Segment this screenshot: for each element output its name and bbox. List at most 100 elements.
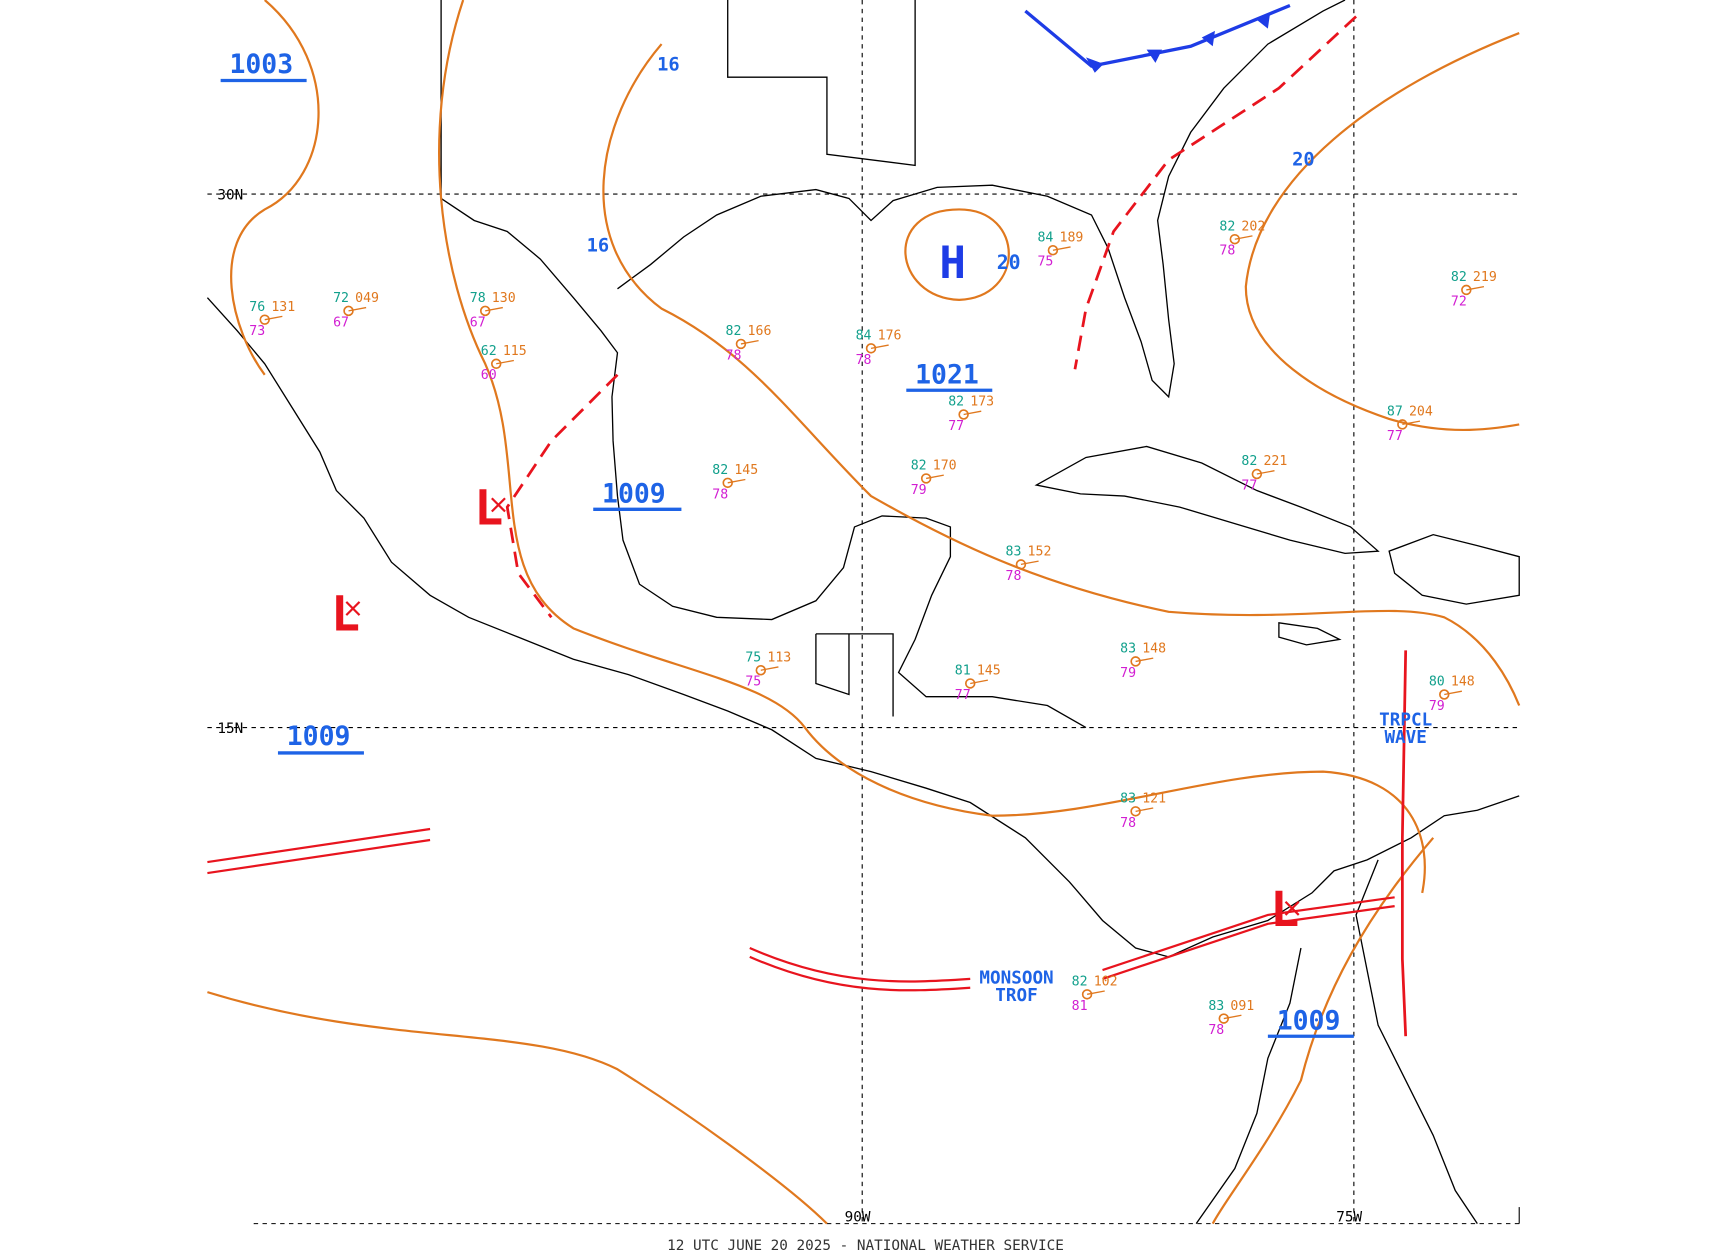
coastline: [206, 297, 1520, 958]
tropical-wave: [1400, 650, 1408, 1037]
station-dewpoint: 77: [1387, 429, 1403, 444]
station-dewpoint: 77: [955, 688, 971, 703]
coastline: [1278, 622, 1342, 646]
station-dewpoint: 79: [1429, 699, 1445, 714]
station-temperature: 75: [745, 650, 761, 665]
station-temperature: 82: [1451, 270, 1467, 285]
station-temperature: 82: [911, 459, 927, 474]
wind-barb: [485, 306, 503, 312]
station-pressure: 204: [1409, 405, 1433, 420]
station-pressure: 102: [1094, 975, 1118, 990]
station-symbol: [479, 305, 491, 317]
latitude-label: 30N: [217, 188, 243, 204]
pressure-value: 1021: [915, 360, 979, 391]
pressure-value: 1009: [1277, 1006, 1341, 1037]
wind-barb: [348, 306, 367, 312]
feature-label: MONSOON: [979, 968, 1053, 988]
monsoon-trough: [749, 896, 1395, 992]
wind-barb: [970, 679, 988, 685]
station-temperature: 84: [856, 329, 872, 344]
cold-front-barbs: [1085, 13, 1271, 73]
station-pressure: 166: [748, 324, 772, 339]
station-temperature: 82: [1219, 219, 1235, 234]
station-pressure: 131: [271, 300, 295, 315]
wind-barb: [1086, 990, 1105, 995]
high-symbol: H: [939, 238, 966, 289]
wind-barb: [1402, 420, 1421, 426]
station-pressure: 170: [933, 459, 957, 474]
wind-barb: [1256, 470, 1275, 475]
isobar-label: 16: [587, 235, 610, 256]
station-dewpoint: 75: [1037, 255, 1053, 270]
station-pressure: 115: [503, 344, 527, 359]
wind-barb: [870, 344, 889, 349]
isobar: [602, 43, 1521, 706]
trough: [1073, 15, 1358, 370]
station-dewpoint: 77: [1241, 478, 1257, 493]
wind-barb: [1020, 560, 1039, 566]
station-pressure: 148: [1142, 642, 1166, 657]
station-symbol: [1081, 989, 1093, 1000]
station-pressure: 148: [1451, 675, 1475, 690]
station-pressure: 145: [734, 463, 758, 478]
isobar: [207, 991, 828, 1225]
station-pressure: 113: [767, 650, 791, 665]
station-temperature: 83: [1208, 999, 1224, 1014]
coastline: [1034, 445, 1380, 555]
station-pressure: 219: [1473, 270, 1497, 285]
feature-label: WAVE: [1384, 728, 1426, 748]
station-dewpoint: 78: [726, 348, 742, 363]
wind-barb: [1444, 690, 1463, 696]
pressure-value: 1009: [287, 721, 351, 752]
pressure-value: 1009: [602, 479, 666, 510]
station-dewpoint: 73: [249, 324, 265, 339]
station-pressure: 152: [1028, 545, 1052, 560]
station-symbol: [865, 343, 877, 354]
monsoon-trough: [207, 827, 431, 875]
wind-barb: [1052, 246, 1071, 251]
wind-barb: [264, 315, 283, 321]
isobar: [230, 0, 320, 376]
station-temperature: 82: [1241, 454, 1257, 469]
low-symbol: L: [331, 587, 360, 643]
wind-barb: [963, 410, 982, 416]
station-dewpoint: 79: [1120, 666, 1136, 681]
isobar: [1244, 32, 1520, 432]
station-temperature: 80: [1429, 675, 1445, 690]
station-temperature: 82: [726, 324, 742, 339]
station-pressure: 202: [1241, 219, 1265, 234]
isobar-label: 20: [1292, 149, 1315, 170]
station-temperature: 82: [712, 463, 728, 478]
station-symbol: [1047, 245, 1059, 256]
station-dewpoint: 79: [911, 483, 927, 498]
station-dewpoint: 72: [1451, 294, 1467, 309]
station-pressure: 145: [977, 664, 1001, 679]
high-value: 20: [997, 251, 1021, 274]
longitude-label: 90W: [845, 1209, 871, 1225]
station-symbol: [965, 678, 976, 689]
station-dewpoint: 77: [948, 419, 964, 434]
feature-label: TRPCL: [1379, 710, 1432, 730]
coastline: [617, 0, 1346, 399]
station-pressure: 189: [1060, 230, 1084, 245]
station-symbol: [1229, 233, 1241, 245]
station-symbol: [1015, 559, 1027, 570]
station-pressure: 121: [1142, 792, 1166, 807]
station-temperature: 87: [1387, 405, 1403, 420]
isobar: [438, 0, 1426, 894]
wind-barb: [1135, 657, 1154, 663]
station-dewpoint: 78: [712, 487, 728, 502]
station-symbol: [735, 338, 747, 350]
station-dewpoint: 78: [1219, 244, 1235, 259]
station-pressure: 176: [878, 329, 902, 344]
wind-barb: [1223, 1014, 1242, 1020]
wind-barb: [727, 478, 746, 484]
coastline: [1195, 859, 1478, 1225]
wind-barb: [926, 474, 944, 480]
station-dewpoint: 78: [856, 353, 872, 368]
station-symbol: [958, 409, 969, 420]
station-pressure: 049: [355, 291, 379, 306]
station-symbol: [1130, 806, 1141, 817]
isobar: [1211, 837, 1435, 1225]
